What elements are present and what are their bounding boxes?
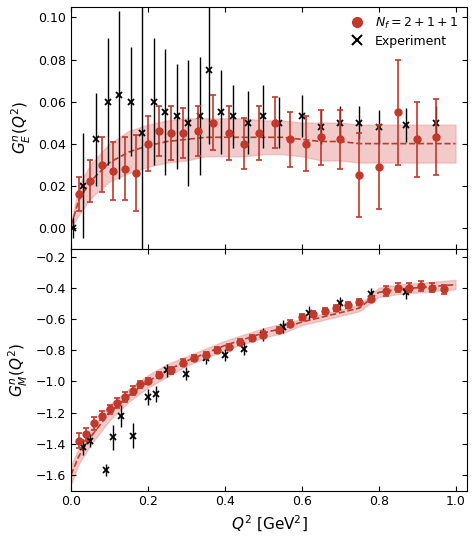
Legend: $N_f = 2+1+1$, Experiment: $N_f = 2+1+1$, Experiment — [340, 11, 463, 52]
Y-axis label: $G_M^n(Q^2)$: $G_M^n(Q^2)$ — [7, 342, 30, 397]
Y-axis label: $G_E^n(Q^2)$: $G_E^n(Q^2)$ — [9, 101, 33, 154]
X-axis label: $Q^2$ [GeV$^2$]: $Q^2$ [GeV$^2$] — [230, 514, 308, 534]
